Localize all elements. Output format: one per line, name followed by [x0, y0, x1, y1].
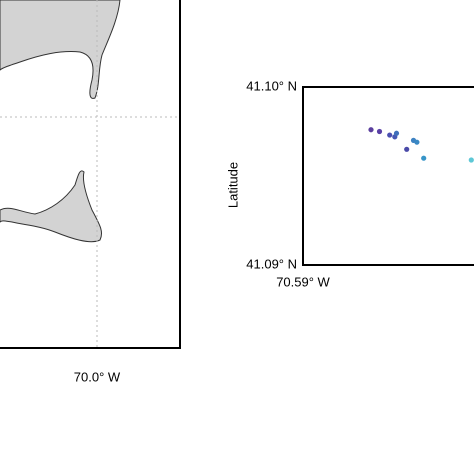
y-tick-label: 41.10° N — [246, 78, 297, 93]
point — [414, 139, 420, 145]
map-panel: 70.0° W — [0, 0, 181, 384]
point — [368, 127, 374, 133]
land — [0, 0, 121, 99]
plot-frame — [302, 86, 474, 266]
point — [404, 146, 410, 152]
point — [468, 157, 474, 163]
point — [421, 155, 427, 161]
map-frame — [0, 0, 181, 349]
x-tick-label: 70.0° W — [74, 369, 121, 384]
y-tick-label: 41.09° N — [246, 256, 297, 271]
point — [393, 130, 400, 136]
point — [376, 128, 383, 135]
land — [0, 170, 103, 243]
y-axis-label: Latitude — [225, 162, 240, 208]
x-tick-label: 70.59° W — [276, 274, 330, 289]
point — [387, 132, 393, 138]
